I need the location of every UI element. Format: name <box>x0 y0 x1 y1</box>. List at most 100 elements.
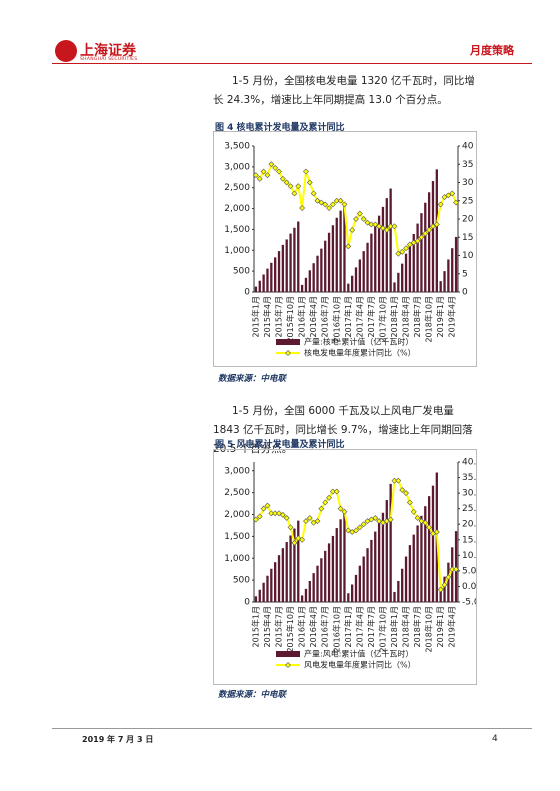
bar <box>293 227 296 292</box>
line-marker <box>329 201 336 208</box>
y2-tick-label: 30 <box>462 178 474 188</box>
bar <box>454 236 458 292</box>
line-marker <box>333 197 340 204</box>
bar <box>431 485 435 602</box>
line-marker <box>403 490 409 497</box>
line-marker <box>353 527 359 534</box>
line-marker <box>364 219 371 226</box>
line-marker <box>306 515 313 521</box>
bar <box>300 595 304 602</box>
bar <box>381 206 385 292</box>
bar <box>370 233 373 292</box>
y-tick-label: 500 <box>233 576 250 586</box>
line-marker <box>360 216 367 222</box>
bar <box>331 535 335 602</box>
bar <box>277 555 281 602</box>
line-marker <box>264 172 271 179</box>
line-marker <box>410 508 417 515</box>
line-marker <box>272 510 279 517</box>
line-marker <box>383 227 390 233</box>
bar <box>370 539 373 602</box>
x-tick-label: 2016年4月 <box>308 606 318 647</box>
y2-tick-label: 40 <box>462 142 474 152</box>
x-tick-label: 2018年4月 <box>401 296 411 337</box>
bar <box>412 534 415 602</box>
bar <box>397 581 400 602</box>
bar <box>385 500 388 602</box>
y2-tick-label: 15.0 <box>462 535 476 545</box>
x-tick-label: 2016年4月 <box>308 296 318 337</box>
line-marker <box>356 210 363 217</box>
line-marker <box>314 197 321 204</box>
bar <box>404 556 408 602</box>
line-marker <box>256 175 263 182</box>
x-tick-label: 2019年1月 <box>435 606 445 647</box>
bar <box>262 274 265 292</box>
line-marker <box>403 245 409 252</box>
line-marker <box>422 230 429 237</box>
line-marker <box>414 237 421 244</box>
bar <box>385 198 388 292</box>
bar <box>427 496 431 602</box>
line-marker <box>418 234 425 241</box>
bar <box>451 547 454 602</box>
x-tick-label: 2015年4月 <box>262 296 272 337</box>
line-marker <box>441 194 448 201</box>
y2-tick-label: 25 <box>462 196 473 206</box>
bar <box>451 248 454 292</box>
line-marker <box>295 535 302 542</box>
x-tick-label: 2019年4月 <box>447 296 457 337</box>
x-tick-label: 2018年10月 <box>424 296 434 343</box>
line-marker <box>329 488 336 495</box>
legend-swatch <box>276 339 300 345</box>
x-tick-label: 2019年4月 <box>447 606 457 647</box>
chart: 0 500 1,000 1,500 2,000 2,500 3,000 -5.0 0.0 5.0 1… <box>224 458 476 670</box>
chart: 0 500 1,000 1,500 2,000 2,500 3,000 3,500 0 5 10 15… <box>224 142 474 358</box>
figure-title: 图 5 风电累计发电量及累计同比 <box>215 440 345 450</box>
line-marker <box>449 566 456 573</box>
x-tick-label: 2015年10月 <box>285 296 295 343</box>
y-tick-label: 2,500 <box>224 488 250 498</box>
bar <box>297 520 300 602</box>
y-tick-label: 1,000 <box>224 246 250 256</box>
line-marker <box>395 477 402 484</box>
bar <box>366 548 369 602</box>
line-marker <box>318 505 325 512</box>
line-marker <box>437 586 444 593</box>
bar <box>266 268 269 292</box>
line-marker <box>291 539 298 546</box>
y-tick-label: 1,500 <box>224 225 250 235</box>
line-marker <box>353 216 359 222</box>
line-marker <box>399 248 406 255</box>
bar <box>308 270 311 292</box>
x-tick-label: 2017年10月 <box>377 296 387 343</box>
line-marker <box>337 505 344 512</box>
x-tick-label: 2016年1月 <box>297 606 307 647</box>
y-tick-label: 2,000 <box>224 204 250 214</box>
y2-tick-label: 0.0 <box>462 582 476 592</box>
line-marker <box>287 524 294 531</box>
paragraph: 1-5 月份，全国核电发电量 1320 亿千瓦时，同比增长 24.3%，增速比上… <box>213 75 475 106</box>
y2-tick-label: 10 <box>462 251 474 261</box>
bar <box>339 519 342 602</box>
x-tick-label: 2016年10月 <box>331 606 341 653</box>
x-tick-label: 2016年7月 <box>320 296 330 337</box>
x-tick-label: 2015年1月 <box>250 296 260 337</box>
line-marker <box>449 190 456 197</box>
bar <box>443 271 446 292</box>
line-marker <box>453 199 459 206</box>
bar <box>331 225 335 292</box>
x-tick-label: 2016年1月 <box>297 296 307 337</box>
line-marker <box>337 197 344 204</box>
line-marker <box>256 513 263 520</box>
x-tick-label: 2017年7月 <box>366 296 376 337</box>
bar <box>389 483 392 602</box>
bar <box>350 275 354 292</box>
page-number: 4 <box>492 734 498 744</box>
line-marker <box>372 221 379 228</box>
bar <box>347 283 350 292</box>
x-tick-label: 2015年7月 <box>274 606 284 647</box>
bar <box>389 188 392 292</box>
bar <box>300 284 304 292</box>
